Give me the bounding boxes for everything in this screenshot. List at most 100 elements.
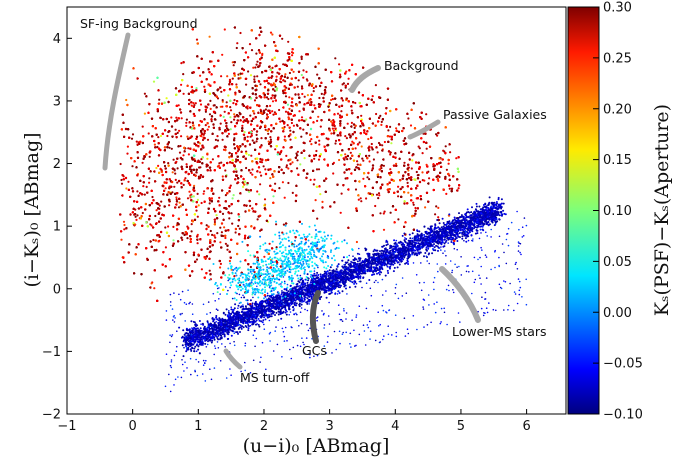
scatter-point <box>338 114 342 117</box>
scatter-point <box>190 171 193 175</box>
scatter-point <box>264 128 267 131</box>
scatter-point <box>239 31 242 35</box>
scatter-point <box>276 71 279 74</box>
scatter-point <box>182 183 185 186</box>
scatter-point <box>175 198 178 201</box>
scatter-point <box>194 102 197 105</box>
scatter-point <box>341 99 344 102</box>
scatter-point <box>215 214 218 217</box>
scatter-point <box>199 74 202 77</box>
scatter-point <box>249 265 252 269</box>
scatter-point <box>166 134 169 138</box>
scatter-point <box>187 147 190 150</box>
scatter-point <box>305 118 308 121</box>
scatter-point <box>316 119 319 122</box>
scatter-point <box>359 197 362 200</box>
scatter-point <box>380 123 383 126</box>
scatter-point <box>389 168 392 171</box>
scatter-point <box>211 158 214 161</box>
scatter-point <box>410 167 413 170</box>
scatter-point <box>283 196 286 199</box>
scatter-point <box>179 144 182 148</box>
scatter-point <box>226 75 229 78</box>
scatter-point <box>251 168 254 171</box>
scatter-point <box>172 225 175 228</box>
scatter-point <box>136 214 139 217</box>
scatter-point <box>219 262 222 265</box>
scatter-point <box>220 231 223 234</box>
scatter-point <box>437 216 440 219</box>
scatter-point <box>220 161 223 164</box>
scatter-point <box>136 190 139 193</box>
scatter-point <box>291 161 294 164</box>
scatter-point <box>379 212 382 215</box>
scatter-point <box>281 231 284 234</box>
scatter-point <box>457 187 460 190</box>
scatter-point <box>424 206 427 209</box>
scatter-point <box>332 129 335 132</box>
scatter-point <box>231 61 234 64</box>
scatter-point <box>306 94 309 97</box>
scatter-point <box>228 259 231 263</box>
scatter-point <box>380 120 383 123</box>
scatter-point <box>221 105 224 108</box>
scatter-point <box>334 139 338 142</box>
scatter-point <box>382 212 385 215</box>
scatter-point <box>223 110 226 113</box>
scatter-point <box>248 43 252 46</box>
scatter-point <box>214 138 217 141</box>
scatter-point <box>245 166 248 170</box>
scatter-point <box>412 203 415 206</box>
scatter-point <box>224 236 227 240</box>
scatter-point <box>274 85 277 88</box>
scatter-point <box>224 169 227 172</box>
scatter-point <box>260 174 263 177</box>
scatter-point <box>290 104 293 107</box>
scatter-point <box>321 200 324 203</box>
scatter-point <box>213 220 216 224</box>
scatter-point <box>208 35 211 38</box>
scatter-point <box>334 57 337 60</box>
scatter-point <box>231 77 234 80</box>
scatter-point <box>354 188 358 191</box>
scatter-point <box>285 86 288 89</box>
scatter-point <box>344 135 347 138</box>
scatter-point <box>196 215 199 218</box>
scatter-point <box>254 157 257 160</box>
scatter-point <box>306 79 309 82</box>
scatter-point <box>227 94 230 97</box>
scatter-point <box>444 145 447 148</box>
scatter-point <box>318 139 321 142</box>
scatter-point <box>182 73 185 76</box>
scatter-point <box>283 125 286 129</box>
scatter-point <box>204 110 207 113</box>
scatter-point <box>221 138 224 141</box>
scatter-point <box>163 164 167 168</box>
scatter-point <box>153 287 156 290</box>
scatter-point <box>247 153 250 157</box>
scatter-point <box>421 171 424 174</box>
scatter-point <box>151 195 154 199</box>
scatter-point <box>200 268 203 271</box>
scatter-point <box>330 132 333 135</box>
scatter-point <box>221 175 224 178</box>
scatter-point <box>295 152 298 155</box>
scatter-point <box>186 135 189 138</box>
scatter-point <box>229 116 232 119</box>
scatter-point <box>425 147 428 150</box>
scatter-point <box>225 127 229 130</box>
scatter-point <box>261 53 264 57</box>
scatter-point <box>291 54 294 57</box>
scatter-point <box>178 129 181 132</box>
scatter-point <box>245 150 248 153</box>
scatter-point <box>354 101 357 105</box>
scatter-point <box>345 137 348 140</box>
scatter-point <box>423 179 426 182</box>
scatter-point <box>176 167 179 170</box>
scatter-point <box>214 236 217 239</box>
scatter-point <box>241 124 244 127</box>
scatter-point <box>235 83 238 86</box>
scatter-point <box>165 97 168 100</box>
scatter-point <box>314 199 317 202</box>
scatter-point <box>447 162 450 165</box>
